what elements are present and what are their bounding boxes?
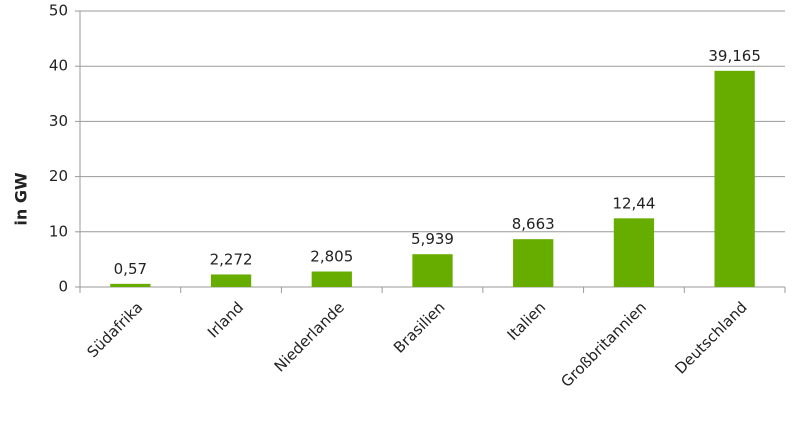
value-label: 2,805 [310,248,353,266]
bar [311,271,352,287]
value-label: 0,57 [114,260,147,278]
y-axis-title: in GW [12,172,31,226]
y-tick-label: 40 [49,57,68,75]
bar [110,283,151,287]
value-label: 39,165 [708,47,761,65]
bar [210,274,252,287]
bar [412,254,453,287]
x-tick-label: Italien [504,298,550,344]
x-tick-label: Irland [204,298,247,341]
bar [513,239,554,287]
value-label: 12,44 [612,194,655,212]
value-label: 8,663 [512,215,555,233]
bar [714,70,755,287]
x-tick-label: Niederlande [271,298,348,375]
y-tick-label: 50 [49,2,68,20]
y-tick-label: 30 [49,112,68,130]
value-label: 5,939 [411,230,454,248]
y-tick-label: 0 [58,278,68,296]
x-tick-label: Südafrika [83,298,146,361]
y-tick-label: 10 [49,222,68,240]
bar [613,218,655,287]
x-tick-label: Großbritannien [557,298,650,391]
x-tick-label: Deutschland [671,298,750,377]
x-tick-label: Brasilien [390,298,448,356]
value-label: 2,272 [210,250,253,268]
y-tick-label: 20 [49,167,68,185]
